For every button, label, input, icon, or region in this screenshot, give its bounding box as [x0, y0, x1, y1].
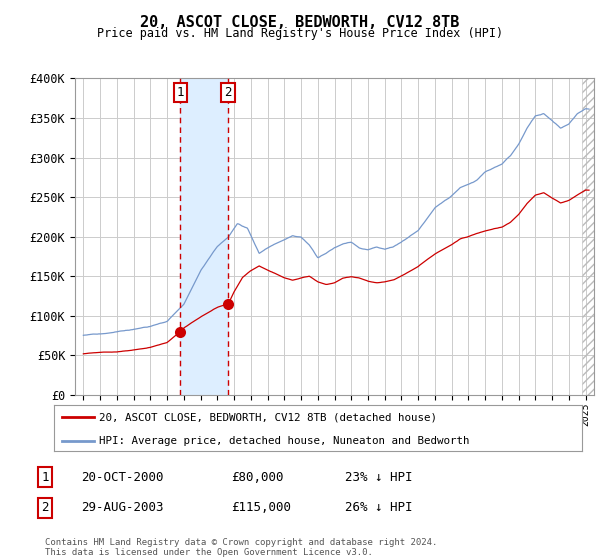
Text: Contains HM Land Registry data © Crown copyright and database right 2024.
This d: Contains HM Land Registry data © Crown c…: [45, 538, 437, 557]
Text: 20-OCT-2000: 20-OCT-2000: [81, 470, 163, 484]
Text: £80,000: £80,000: [231, 470, 284, 484]
Text: 29-AUG-2003: 29-AUG-2003: [81, 501, 163, 515]
Text: £115,000: £115,000: [231, 501, 291, 515]
Text: 1: 1: [177, 86, 184, 99]
Text: 26% ↓ HPI: 26% ↓ HPI: [345, 501, 413, 515]
Text: 20, ASCOT CLOSE, BEDWORTH, CV12 8TB (detached house): 20, ASCOT CLOSE, BEDWORTH, CV12 8TB (det…: [99, 412, 437, 422]
Text: 20, ASCOT CLOSE, BEDWORTH, CV12 8TB: 20, ASCOT CLOSE, BEDWORTH, CV12 8TB: [140, 15, 460, 30]
Text: 23% ↓ HPI: 23% ↓ HPI: [345, 470, 413, 484]
Bar: [181, 78, 229, 395]
Text: Price paid vs. HM Land Registry's House Price Index (HPI): Price paid vs. HM Land Registry's House …: [97, 27, 503, 40]
Text: 2: 2: [224, 86, 232, 99]
Text: 1: 1: [41, 470, 49, 484]
Text: HPI: Average price, detached house, Nuneaton and Bedworth: HPI: Average price, detached house, Nune…: [99, 436, 469, 446]
Text: 2: 2: [41, 501, 49, 515]
